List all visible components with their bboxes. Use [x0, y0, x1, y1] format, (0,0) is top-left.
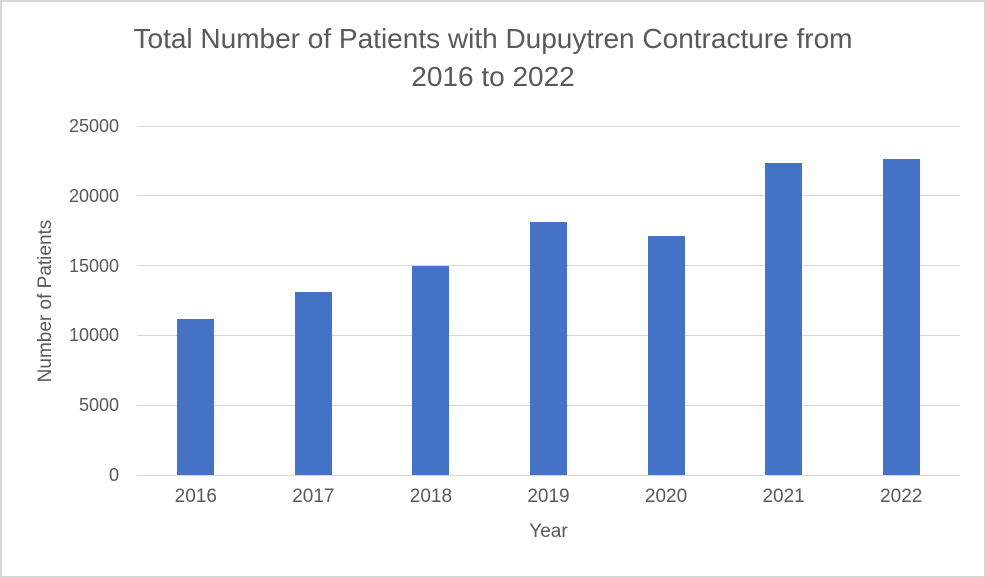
bar-2021	[765, 163, 803, 475]
gridline-20000	[137, 195, 960, 197]
bar-2022	[882, 158, 920, 475]
y-tick-label-20000: 20000	[68, 185, 119, 206]
x-tick-label-2020: 2020	[644, 486, 688, 507]
y-tick-label-25000: 25000	[68, 116, 119, 136]
x-tick-label-2022: 2022	[880, 486, 923, 507]
x-tick-label-2016: 2016	[174, 486, 217, 507]
gridline-0	[137, 474, 960, 476]
y-tick-label-15000: 15000	[68, 255, 119, 276]
x-tick-label-2017: 2017	[292, 486, 335, 507]
x-axis-title: Year	[529, 521, 568, 542]
y-tick-label-10000: 10000	[68, 325, 119, 346]
bar-2017	[294, 292, 332, 475]
plot-area	[137, 125, 960, 476]
gridline-25000	[137, 125, 960, 127]
chart-title: Total Number of Patients with Dupuytren …	[2, 20, 984, 96]
x-tick-label-2018: 2018	[409, 486, 453, 507]
x-tick-label-2019: 2019	[527, 486, 570, 507]
y-tick-label-0: 0	[108, 465, 119, 485]
x-tick-label-2021: 2021	[762, 486, 805, 507]
bar-2016	[177, 318, 215, 475]
bar-2018	[412, 265, 450, 475]
y-tick-label-5000: 5000	[78, 395, 119, 416]
chart-title-line-1: Total Number of Patients with Dupuytren …	[133, 23, 853, 54]
chart-title-line-2: 2016 to 2022	[411, 61, 575, 92]
bar-2019	[530, 222, 567, 475]
bar-2020	[647, 236, 685, 475]
y-axis-title: Number of Patients	[35, 219, 56, 383]
